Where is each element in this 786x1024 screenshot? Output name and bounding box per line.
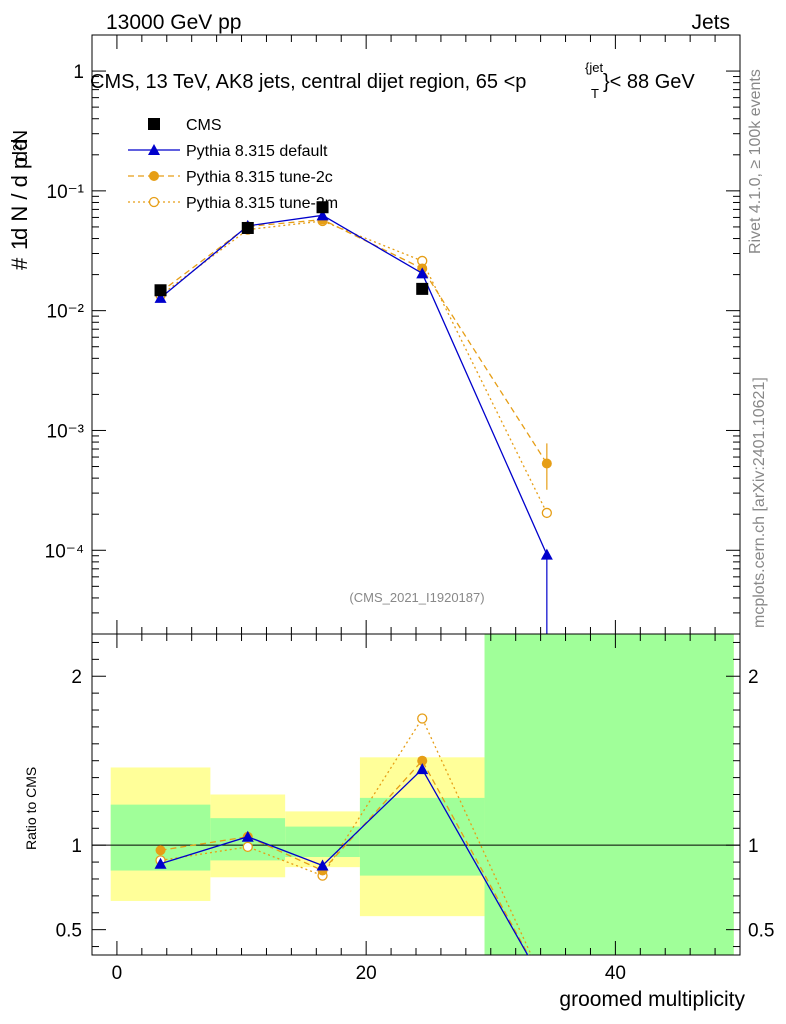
main-panel: 1 10⁻¹ 10⁻² 10⁻³ 10⁻⁴ <box>45 34 741 635</box>
main-series-point-1-2 <box>316 209 329 221</box>
x-axis-label: groomed multiplicity <box>559 988 745 1011</box>
title-rest: }< 88 GeV <box>603 71 695 93</box>
ratio-panel: 0.5 0.51 12 20 20 40 <box>56 633 774 984</box>
ratio-series-point-1-0 <box>155 845 166 856</box>
svg-text:d N / d p d: d N / d p d <box>7 138 32 240</box>
ratio-ytick-label-right-2: 2 <box>748 667 759 688</box>
legend-marker-0 <box>148 118 160 130</box>
ratio-ylabel: Ratio to CMS <box>23 767 39 850</box>
header-right: Jets <box>691 11 730 34</box>
ratio-series <box>154 713 532 955</box>
ratio-series-point-2-1 <box>242 841 253 853</box>
ytick-label-0: 1 <box>73 62 84 83</box>
ratio-ytick-label-left-1: 1 <box>71 836 82 857</box>
main-series-point-0-3 <box>416 282 429 295</box>
ratio-series-point-0-0 <box>154 857 167 869</box>
legend-marker-3 <box>148 196 160 208</box>
svg-text:1: 1 <box>7 238 32 250</box>
ratio-series-point-0-3 <box>416 763 429 775</box>
ratio-ytick-label-left-0: 0.5 <box>56 921 82 942</box>
legend: CMS Pythia 8.315 default Pythia 8.315 tune… <box>128 117 338 212</box>
main-series <box>154 201 553 634</box>
rivet-label: Rivet 4.1.0, ≥ 100k events <box>747 69 764 254</box>
ratio-series-point-1-3 <box>417 755 428 766</box>
main-series-line-3 <box>160 220 548 514</box>
ytick-label-4: 10⁻⁴ <box>45 541 84 562</box>
legend-marker-2 <box>149 171 159 181</box>
xtick-label-1: 20 <box>356 963 377 984</box>
ratio-series-point-0-1 <box>241 830 254 842</box>
ratio-series-point-0-2 <box>316 859 329 871</box>
band-green-4 <box>484 634 734 955</box>
main-series-line-2 <box>160 218 548 464</box>
main-series-point-3-4 <box>541 507 552 519</box>
main-series-point-1-3 <box>416 267 429 279</box>
ratio-series-point-2-3 <box>417 713 428 724</box>
legend-marker-1 <box>148 144 160 155</box>
main-series-point-0-2 <box>316 201 329 214</box>
ratio-ytick-label-right-1: 1 <box>748 836 759 857</box>
main-series-line-1 <box>160 214 548 555</box>
main-series-point-1-4 <box>540 548 553 560</box>
header-left: 13000 GeV pp <box>106 11 241 34</box>
main-ylabel: # 1 d N / d p d d²N <box>7 130 32 270</box>
svg-text:d²N: d²N <box>10 130 32 162</box>
ratio-ytick-label-right-0: 0.5 <box>748 921 774 942</box>
xtick-label-2: 40 <box>605 963 626 984</box>
ratio-ytick-label-left-2: 2 <box>71 667 82 688</box>
main-series-point-1-0 <box>154 291 167 303</box>
band-green-2 <box>285 826 360 858</box>
mcplots-label: mcplots.cern.ch [arXiv:2401.10621] <box>751 377 768 628</box>
chart-title: CMS, 13 TeV, AK8 jets, central dijet reg… <box>90 71 526 93</box>
ytick-label-3: 10⁻³ <box>47 421 85 442</box>
main-series-point-0-0 <box>154 284 167 297</box>
svg-text:#: # <box>7 257 32 270</box>
ytick-label-2: 10⁻² <box>47 302 85 323</box>
legend-label-0: CMS <box>186 117 222 134</box>
title-sub-T: T <box>591 86 599 101</box>
main-series-point-0-1 <box>241 221 254 234</box>
ytick-label-1: 10⁻¹ <box>47 182 85 203</box>
legend-label-3: Pythia 8.315 tune-2m <box>186 195 338 212</box>
chart-annotation: (CMS_2021_I1920187) <box>349 590 484 605</box>
legend-label-2: Pythia 8.315 tune-2c <box>186 169 333 186</box>
title-sup-jet: {jet <box>585 60 603 75</box>
xtick-label-0: 0 <box>112 963 123 984</box>
legend-label-1: Pythia 8.315 default <box>186 143 328 160</box>
